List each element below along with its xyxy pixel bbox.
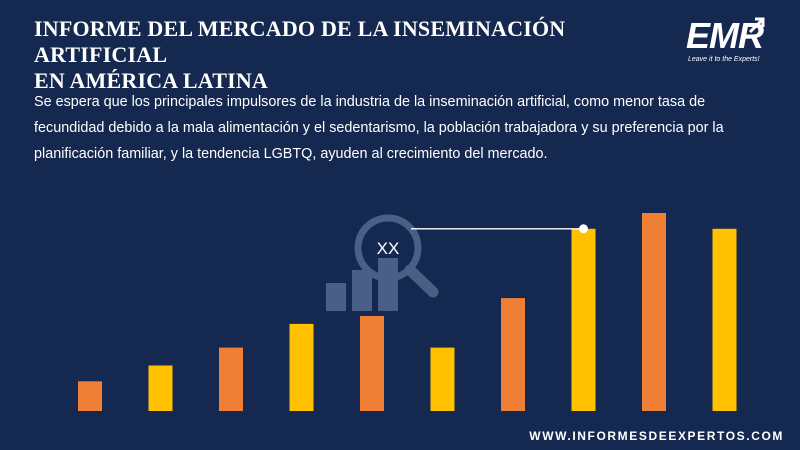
logo-tagline: Leave it to the Experts! [688, 56, 760, 63]
title-line-1: INFORME DEL MERCADO DE LA INSEMINACIÓN A… [34, 16, 566, 67]
icon-bar-3 [378, 258, 398, 311]
bar-4 [289, 323, 314, 411]
footer-url: WWW.INFORMESDEEXPERTOS.COM [529, 429, 784, 443]
bars-group [78, 213, 737, 411]
bar-3 [219, 347, 243, 411]
bar-2 [148, 365, 173, 411]
magnifier-handle [404, 264, 439, 298]
emr-logo: EMR Leave it to the Experts! [680, 14, 780, 66]
bar-7 [501, 298, 525, 411]
magnifier-ring [354, 214, 422, 282]
callout-label: XX [377, 239, 400, 258]
bar-1 [78, 381, 102, 411]
bar-9 [642, 213, 666, 411]
logo-text: EMR [686, 15, 764, 56]
callout: XX [377, 224, 588, 258]
bar-5 [360, 316, 384, 411]
bar-6 [430, 347, 455, 411]
description-text: Se espera que los principales impulsores… [34, 94, 724, 162]
bar-10 [712, 228, 737, 411]
icon-bar-2 [352, 270, 372, 311]
page-title: INFORME DEL MERCADO DE LA INSEMINACIÓN A… [34, 16, 674, 94]
bar-8 [571, 228, 596, 411]
magnifier-chart-icon [326, 214, 439, 311]
icon-bar-1 [326, 283, 346, 311]
title-line-2: EN AMÉRICA LATINA [34, 68, 269, 93]
arrow-up-right-icon [748, 17, 765, 34]
callout-dot [579, 224, 588, 234]
